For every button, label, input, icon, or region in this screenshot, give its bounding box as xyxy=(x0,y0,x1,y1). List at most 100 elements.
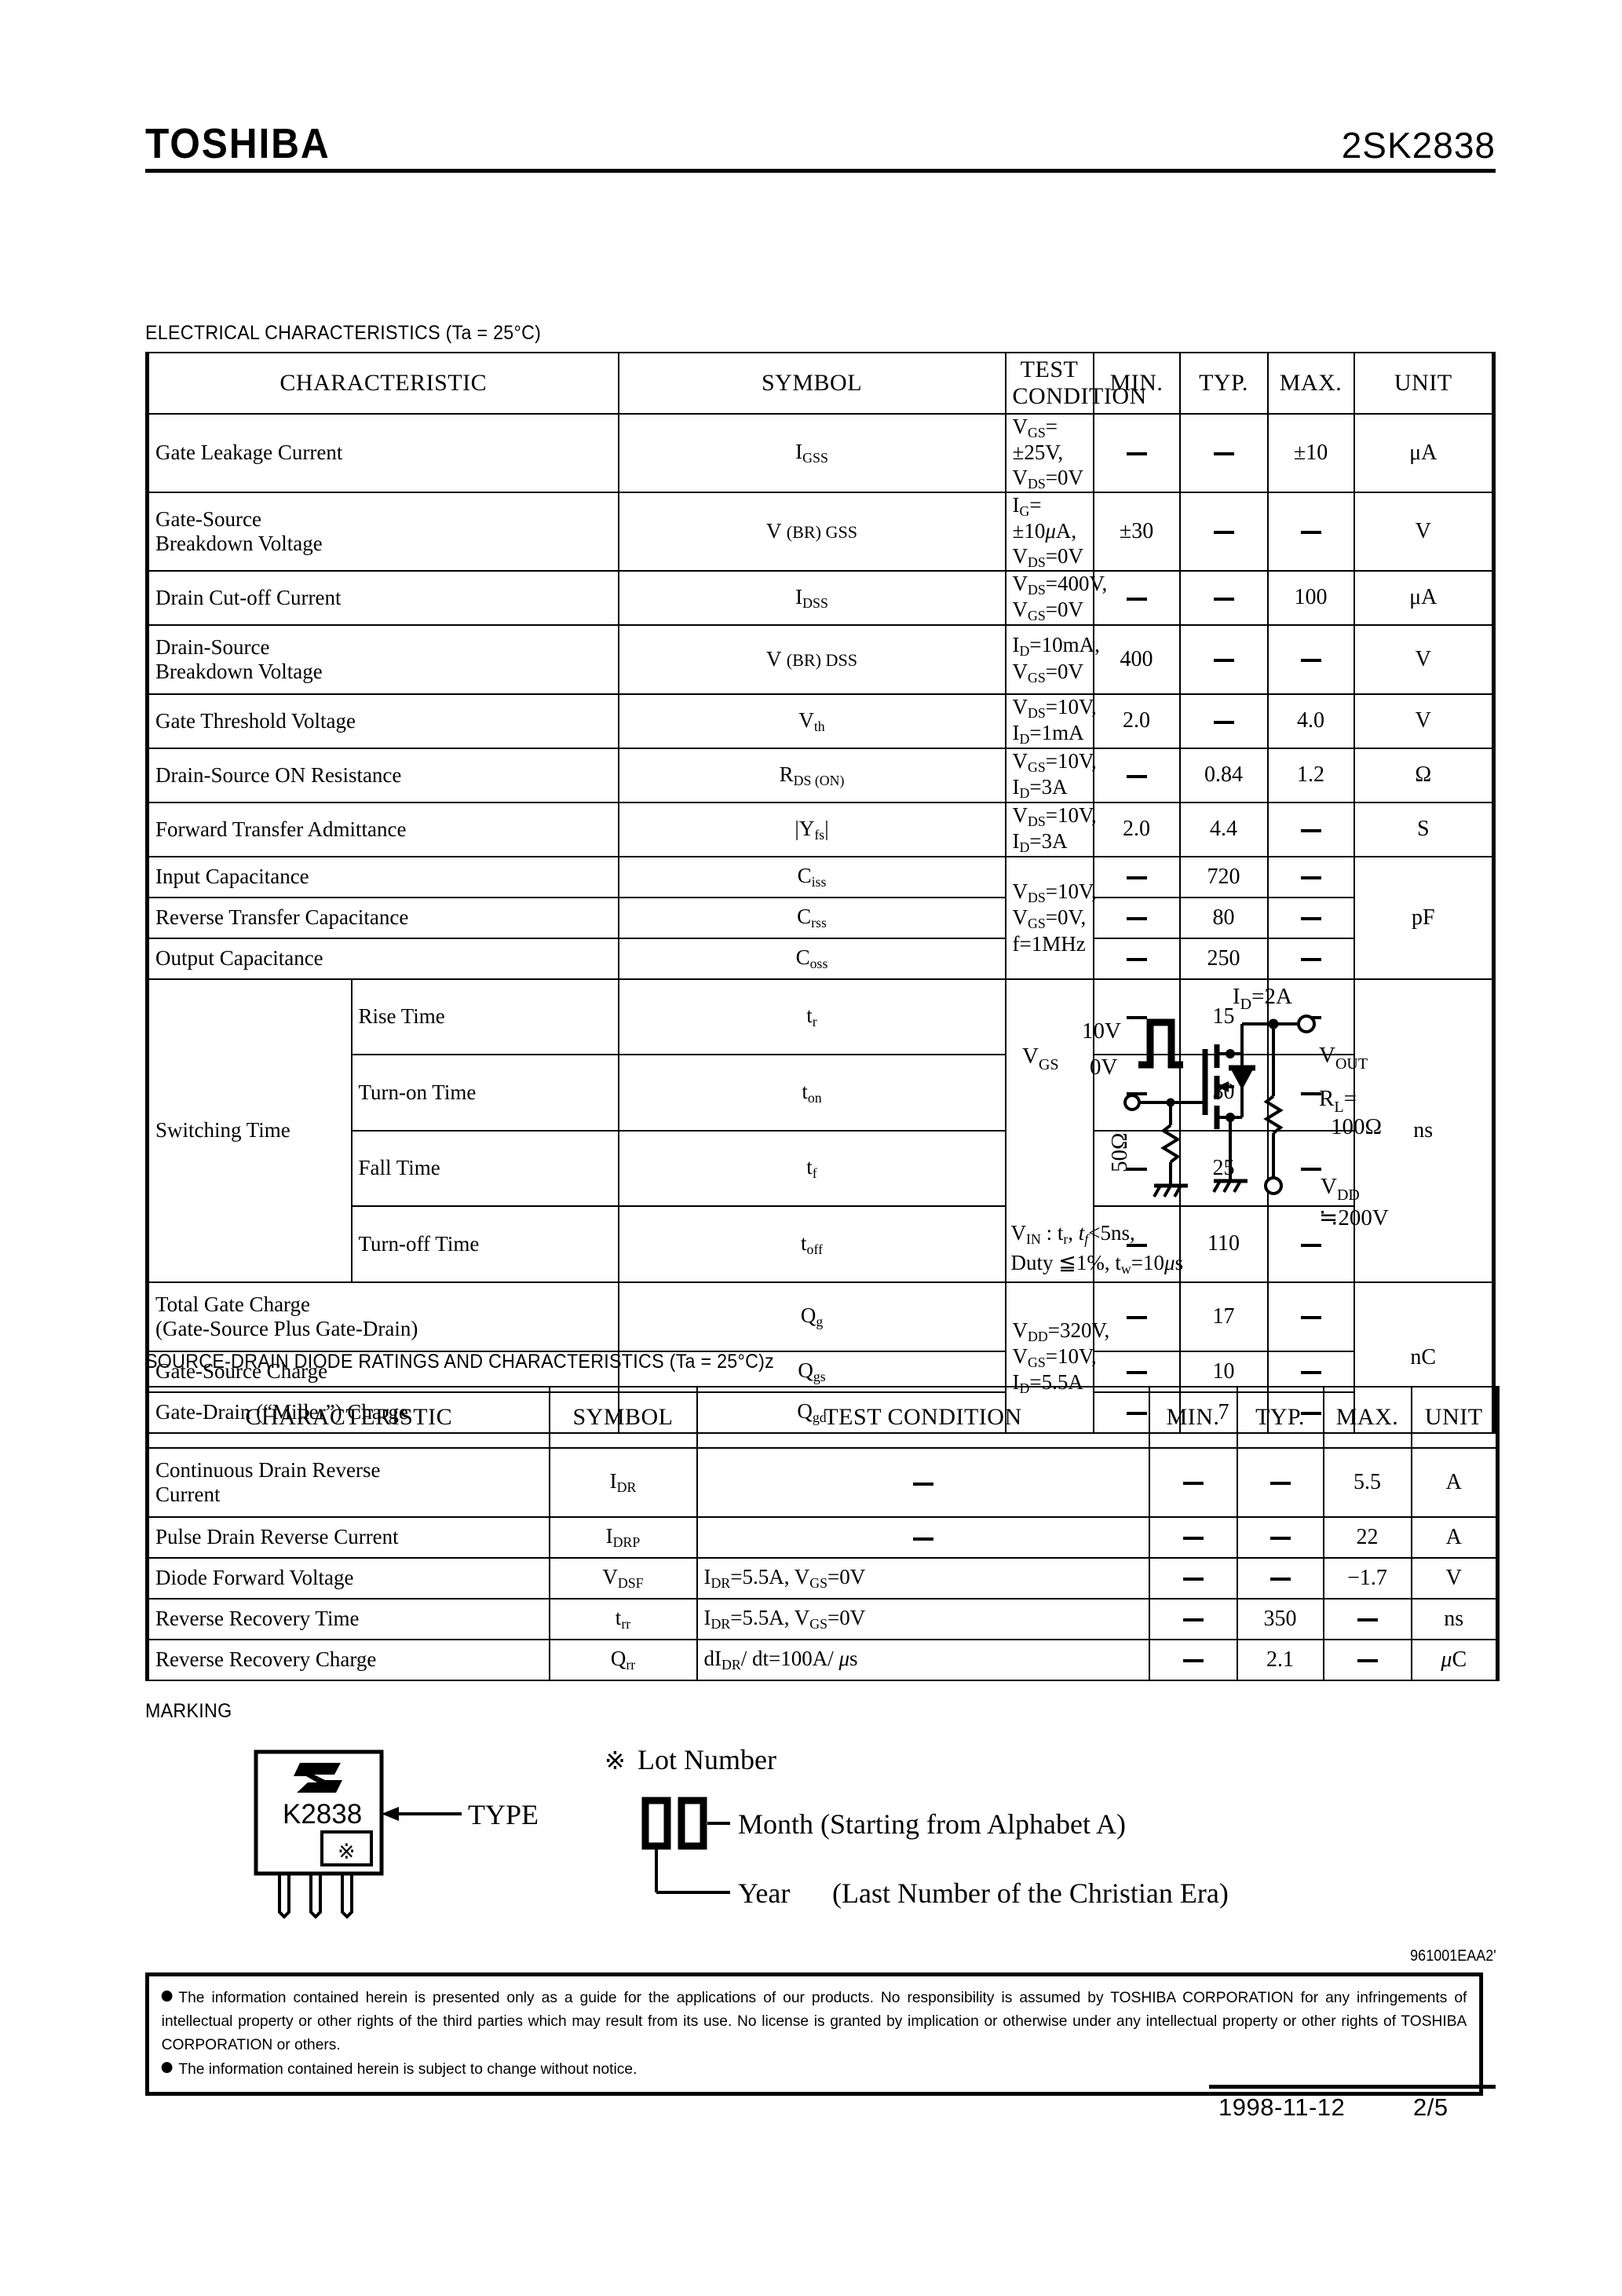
cell-characteristic: Turn-off Time xyxy=(350,1205,619,1283)
cell-typ: 25 xyxy=(1178,1129,1269,1208)
electrical-characteristics-caption: ELECTRICAL CHARACTERISTICS (Ta = 25°C) xyxy=(145,322,542,344)
cell-condition: VDS=400V, VGS=0V xyxy=(1004,569,1107,626)
cell-symbol: Vth xyxy=(617,693,1006,749)
cell-condition: VDS=10V, VGS=0V, f=1MHz xyxy=(1004,855,1097,980)
cell-max xyxy=(1322,1639,1412,1681)
page-number: 2/5 xyxy=(1413,2093,1448,2121)
cell-max: 1.2 xyxy=(1266,747,1355,803)
cell-typ xyxy=(1178,623,1269,695)
cell-symbol: toff xyxy=(617,1205,1006,1283)
table-row: Continuous Drain Reverse Current IDR 5.5 … xyxy=(145,1447,1500,1518)
cell-min xyxy=(1092,1054,1181,1132)
page-header: TOSHIBA 2SK2838 xyxy=(145,110,1496,173)
cell-characteristic: Fall Time xyxy=(350,1129,619,1208)
cell-min xyxy=(1092,855,1181,898)
document-id: 961001EAA2' xyxy=(1410,1947,1496,1965)
table-header-row: CHARACTERISTIC SYMBOL TEST CONDITION MIN… xyxy=(145,1386,1500,1449)
cell-symbol: Qg xyxy=(617,1281,1006,1352)
cell-max xyxy=(1266,896,1355,939)
table-header-row: CHARACTERISTIC SYMBOL TEST CONDITION MIN… xyxy=(144,352,1496,415)
cell-typ: 110 xyxy=(1178,1205,1269,1283)
cell-condition: VGS=10V, ID=3A xyxy=(1004,747,1097,803)
cell-min: 2.0 xyxy=(1092,801,1181,857)
cell-condition: dIDR/ dt=100A/ μs xyxy=(696,1639,1150,1681)
year-label-text: Year xyxy=(738,1877,790,1909)
package-type-text: K2838 xyxy=(283,1799,362,1830)
cell-unit: Ω xyxy=(1353,747,1496,803)
cell-switching-test-circuit: VGS 10V 0V ID=2A VOUT RL= 100Ω VDD ≒200V… xyxy=(1004,978,1388,1283)
table-row: Reverse Transfer Capacitance Crss 80 xyxy=(144,896,1494,939)
cell-characteristic: Gate Threshold Voltage xyxy=(144,693,619,749)
cell-unit: V xyxy=(1353,491,1496,572)
bullet-icon xyxy=(161,2061,173,2073)
table-row: Gate-Source Breakdown Voltage V (BR) GSS … xyxy=(144,491,1496,572)
toshiba-mark-icon xyxy=(294,1763,342,1793)
month-label-text: Month (Starting from Alphabet A) xyxy=(738,1808,1126,1840)
cell-characteristic: Gate-Source Charge xyxy=(144,1350,619,1393)
cell-typ xyxy=(1236,1447,1324,1518)
cell-max xyxy=(1266,937,1355,980)
cell-typ: 250 xyxy=(1178,937,1269,980)
gate-resistor-label: 50Ω xyxy=(1107,1132,1132,1172)
col-unit: UNIT xyxy=(1410,1386,1500,1449)
cell-condition: VGS= ±25V, VDS=0V xyxy=(1004,413,1094,493)
cell-typ xyxy=(1236,1516,1324,1559)
cell-condition: IG= ±10μA, VDS=0V xyxy=(1004,491,1094,572)
cell-symbol: V (BR) DSS xyxy=(617,623,1006,695)
cell-min: 2.0 xyxy=(1092,693,1181,749)
cell-min xyxy=(1092,1205,1181,1283)
col-characteristic: CHARACTERISTIC xyxy=(144,352,619,415)
cell-unit: ns xyxy=(1410,1598,1500,1640)
cell-max xyxy=(1266,491,1355,572)
table-row: Diode Forward Voltage VDSF IDR=5.5A, VGS… xyxy=(145,1557,1500,1600)
cell-typ: 80 xyxy=(1178,896,1269,939)
rl-value-label: 100Ω xyxy=(1331,1114,1382,1139)
cell-characteristic: Reverse Transfer Capacitance xyxy=(144,896,619,939)
cell-typ: 4.4 xyxy=(1178,801,1269,857)
notice-text-1: The information contained herein is pres… xyxy=(161,1989,1467,2054)
rl-label: RL= xyxy=(1319,1086,1357,1116)
cell-unit: A xyxy=(1410,1447,1500,1518)
cell-condition: IDR=5.5A, VGS=0V xyxy=(696,1598,1150,1640)
cell-min xyxy=(1092,1281,1181,1352)
cell-characteristic: Gate Leakage Current xyxy=(144,413,619,493)
cell-symbol: IGSS xyxy=(617,413,1006,493)
cell-max xyxy=(1266,855,1355,898)
cell-typ: 10 xyxy=(1178,1350,1269,1393)
cell-symbol: |Yfs| xyxy=(617,801,1006,857)
cell-symbol: tr xyxy=(617,978,1006,1056)
vdd-value-label: ≒200V xyxy=(1319,1205,1389,1230)
cell-max xyxy=(1266,1281,1355,1352)
level-high-label: 10V xyxy=(1082,1018,1121,1044)
notice-paragraph-2: The information contained herein is subj… xyxy=(161,2057,1467,2081)
col-test-condition: TEST CONDITION xyxy=(696,1386,1150,1449)
marking-diagram: K2838 ※ TYPE ※ Lot Number M xyxy=(236,1739,1335,1924)
cell-min xyxy=(1148,1447,1238,1518)
cell-min xyxy=(1092,569,1181,626)
cell-max: 100 xyxy=(1266,569,1355,626)
cell-characteristic: Drain-Source Breakdown Voltage xyxy=(144,623,619,695)
marking-caption: MARKING xyxy=(145,1700,232,1722)
cell-symbol: RDS (ON) xyxy=(617,747,1006,803)
header-rule xyxy=(145,169,1496,173)
col-max: MAX. xyxy=(1322,1386,1412,1449)
cell-symbol: IDR xyxy=(548,1447,698,1518)
table-row: Pulse Drain Reverse Current IDRP 22 A xyxy=(145,1516,1500,1559)
table-row: Gate Threshold Voltage Vth VDS=10V, ID=1… xyxy=(144,693,1496,749)
cell-max xyxy=(1266,1350,1355,1393)
diode-characteristics-table: CHARACTERISTIC SYMBOL TEST CONDITION MIN… xyxy=(145,1386,1500,1681)
table-row: Total Gate Charge (Gate-Source Plus Gate-… xyxy=(144,1281,1496,1434)
cell-symbol: Qrr xyxy=(548,1639,698,1681)
part-number: 2SK2838 xyxy=(1341,125,1496,166)
toshiba-logo: TOSHIBA xyxy=(145,120,331,167)
cell-symbol: Coss xyxy=(617,937,1006,980)
cell-typ xyxy=(1178,491,1269,572)
cell-min: ±30 xyxy=(1092,491,1181,572)
cell-symbol: IDSS xyxy=(617,569,1006,626)
lot-marker-in-package: ※ xyxy=(338,1840,356,1863)
cell-typ xyxy=(1178,569,1269,626)
cell-typ: 2.1 xyxy=(1236,1639,1324,1681)
marking-svg: K2838 ※ TYPE ※ Lot Number M xyxy=(254,1744,1229,1919)
table-row: Turn-off Time toff 110 xyxy=(148,1205,1494,1283)
